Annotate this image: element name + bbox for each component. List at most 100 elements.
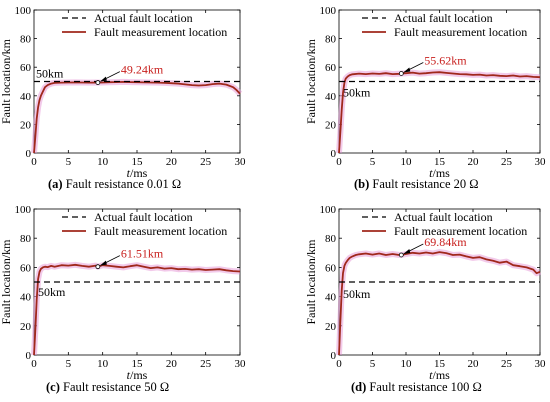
panel-d-caption-letter: (d) [351,380,367,394]
annotation-arrowhead-d [403,248,411,254]
y-tick-label-a: 40 [20,91,32,103]
legend-label-measured-d: Fault measurement location [394,224,527,238]
panel-c-caption-letter: (c) [46,380,60,394]
measurement-band-c [31,261,241,356]
x-axis-label-unit-d: /ms [433,368,451,382]
annotation-marker-a [95,80,101,85]
y-axis-label-a: Fault location/km [0,38,13,124]
panel-a-caption-text: Fault resistance 0.01 Ω [62,177,182,191]
x-axis-label-a: t/ms [127,166,148,180]
y-tick-label-d: 20 [325,321,337,333]
x-axis-label-var-b: t [429,166,433,180]
x-tick-label-d: 10 [401,358,413,370]
y-tick-label-b: 40 [325,91,337,103]
panel-a-caption: (a) Fault resistance 0.01 Ω [48,177,181,192]
x-tick-label-c: 15 [132,358,144,370]
legend-label-actual-c: Actual fault location [94,210,193,224]
y-tick-label-b: 60 [325,62,337,74]
annotation-label-a: 49.24km [121,63,164,77]
series-measured-line-a [33,81,241,154]
x-tick-label-a: 5 [66,156,72,168]
y-tick-label-d: 0 [331,350,337,362]
legend-label-actual-b: Actual fault location [394,11,493,25]
measurement-band-a [31,78,243,154]
x-axis-label-c: t/ms [127,368,148,382]
legend-label-measured-b: Fault measurement location [394,25,527,39]
measurement-band-b [336,69,541,154]
annotation-label-b: 55.62km [424,53,467,67]
x-tick-label-d: 25 [501,358,513,370]
chart-panel-b: 0 5 10 15 20 25 30 0 20 40 60 80 100 t/ms Fault locati… [304,5,546,180]
x-tick-label-b: 25 [501,156,513,168]
annotation-arrowhead-a [99,76,107,82]
x-tick-label-c: 30 [235,358,247,370]
x-tick-label-d: 0 [336,358,342,370]
x-tick-label-d: 5 [370,358,376,370]
annotation-marker-d [398,252,404,258]
y-tick-label-b: 80 [325,34,337,46]
y-tick-label-b: 0 [331,148,337,160]
y-tick-label-d: 100 [320,204,337,216]
reference-label-d: 50km [343,287,371,301]
series-measured-line-c [33,263,241,356]
legend-label-actual-d: Actual fault location [394,210,493,224]
y-tick-label-d: 60 [325,262,337,274]
panel-c-caption: (c) Fault resistance 50 Ω [46,380,169,395]
measurement-band-d [336,249,542,356]
legend-label-measured-c: Fault measurement location [94,224,227,238]
panel-d-caption: (d) Fault resistance 100 Ω [351,380,482,395]
x-tick-label-a: 20 [166,156,178,168]
y-tick-label-c: 60 [20,262,32,274]
y-axis-label-b: Fault location/km [304,38,318,124]
x-axis-label-b: t/ms [429,166,450,180]
panel-d-caption-text: Fault resistance 100 Ω [366,380,482,394]
series-measured-line-d [338,251,541,356]
reference-label-b: 50km [343,86,371,100]
x-tick-label-b: 15 [434,156,446,168]
x-tick-label-b: 20 [468,156,480,168]
chart-panel-a: 0 5 10 15 20 25 30 0 20 40 60 80 100 t/ms Fault locati… [0,5,246,180]
reference-label-c: 50km [38,285,66,299]
chart-panel-d: 0 5 10 15 20 25 30 0 20 40 60 80 100 t/ms Fault locati… [304,204,546,382]
x-tick-label-c: 5 [66,358,72,370]
annotation-marker-b [398,71,404,76]
x-tick-label-a: 15 [132,156,144,168]
annotation-label-d: 69.84km [424,235,467,249]
reference-label-a: 50km [36,67,64,81]
legend-label-actual-a: Actual fault location [94,11,193,25]
x-tick-label-d: 30 [535,358,547,370]
y-tick-label-c: 80 [20,233,32,245]
x-tick-label-d: 15 [434,358,446,370]
series-measured-line-b [338,71,541,154]
x-axis-label-var-c: t [127,368,131,382]
x-tick-label-a: 10 [97,156,109,168]
x-axis-label-unit-c: /ms [130,368,148,382]
y-tick-label-c: 20 [20,321,32,333]
x-tick-label-c: 25 [200,358,212,370]
y-tick-label-b: 100 [320,5,337,17]
x-tick-label-b: 5 [370,156,376,168]
x-axis-label-d: t/ms [429,368,450,382]
y-tick-label-d: 40 [325,292,337,304]
x-tick-label-c: 0 [31,358,37,370]
x-tick-label-b: 30 [535,156,547,168]
annotation-arrowhead-c [99,260,107,266]
x-tick-label-c: 20 [166,358,178,370]
panel-b-caption: (b) Fault resistance 20 Ω [354,177,479,192]
y-tick-label-b: 20 [325,119,337,131]
x-tick-label-c: 10 [97,358,109,370]
x-axis-label-unit-b: /ms [433,166,451,180]
panel-a-caption-letter: (a) [48,177,63,191]
x-tick-label-b: 10 [401,156,413,168]
y-tick-label-c: 40 [20,292,32,304]
x-tick-label-a: 25 [200,156,212,168]
x-tick-label-a: 30 [235,156,247,168]
y-tick-label-a: 20 [20,119,32,131]
y-tick-label-a: 80 [20,34,32,46]
x-axis-label-var-a: t [127,166,131,180]
x-tick-label-d: 20 [468,358,480,370]
panel-b-caption-letter: (b) [354,177,370,191]
x-tick-label-a: 0 [31,156,37,168]
y-tick-label-d: 80 [325,233,337,245]
